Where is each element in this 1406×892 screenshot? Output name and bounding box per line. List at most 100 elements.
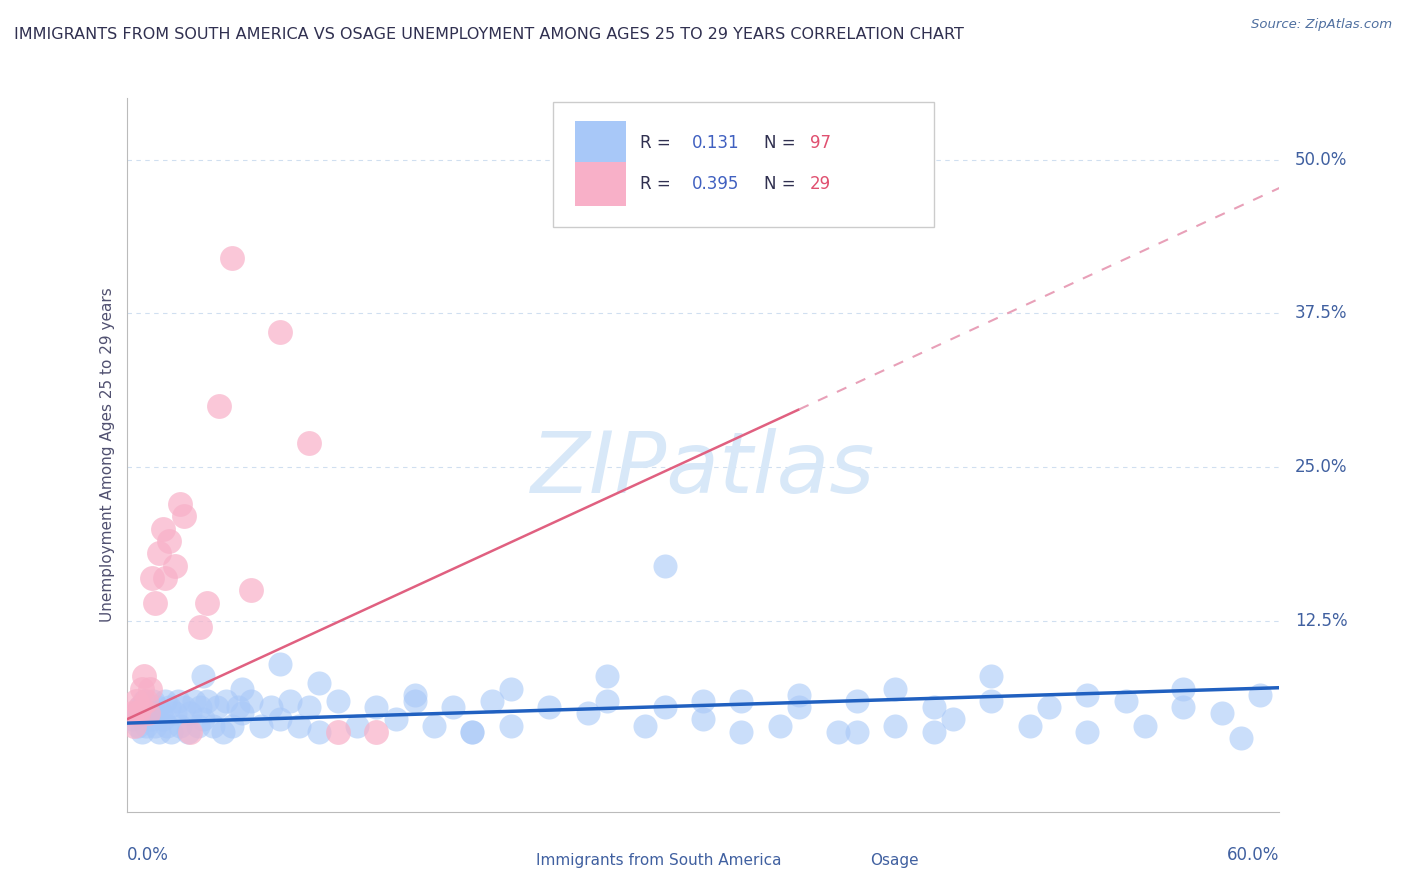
Point [384,713,406,727]
Text: 0.0%: 0.0% [127,847,169,864]
Point [159,724,181,739]
Point [269,325,291,339]
Point [142,694,165,708]
Text: 60.0%: 60.0% [1227,847,1279,864]
Point [250,718,273,732]
Point [127,706,149,721]
Point [596,694,619,708]
Point [692,713,714,727]
Point [423,718,446,732]
Point [211,724,233,739]
Point [884,718,907,732]
Point [167,694,190,708]
Point [269,657,291,671]
Point [692,694,714,708]
Point [596,669,619,683]
Point [188,700,211,714]
Point [326,724,349,739]
Point [193,713,215,727]
Point [195,596,218,610]
Point [145,596,166,610]
Point [221,251,243,265]
Point [145,718,166,732]
Text: N =: N = [763,175,801,193]
Text: 25.0%: 25.0% [1295,458,1347,476]
Point [827,724,849,739]
Point [153,571,176,585]
Point [152,522,174,536]
Text: IMMIGRANTS FROM SOUTH AMERICA VS OSAGE UNEMPLOYMENT AMONG AGES 25 TO 29 YEARS CO: IMMIGRANTS FROM SOUTH AMERICA VS OSAGE U… [14,27,965,42]
Point [769,718,792,732]
Text: 0.395: 0.395 [692,175,738,193]
Point [146,700,169,714]
Point [298,435,321,450]
Point [326,694,349,708]
Text: Osage: Osage [870,854,918,869]
FancyBboxPatch shape [492,849,531,873]
Point [135,718,157,732]
FancyBboxPatch shape [575,162,626,205]
Point [1115,694,1137,708]
Point [163,706,186,721]
Text: Source: ZipAtlas.com: Source: ZipAtlas.com [1251,18,1392,31]
Point [980,669,1002,683]
Point [1211,706,1233,721]
Point [730,694,752,708]
Point [1038,700,1060,714]
Point [129,700,152,714]
Point [188,620,211,634]
Point [173,700,195,714]
Point [201,718,224,732]
Text: N =: N = [763,134,801,152]
Point [156,718,179,732]
Point [366,700,388,714]
Point [1230,731,1253,745]
Point [138,706,160,721]
Point [499,718,522,732]
Point [404,694,426,708]
Point [288,718,311,732]
Point [942,713,965,727]
Point [208,399,231,413]
Point [169,718,191,732]
Text: R =: R = [640,175,676,193]
Text: 97: 97 [810,134,831,152]
Point [131,681,153,696]
Text: R =: R = [640,134,676,152]
Point [308,675,330,690]
Point [269,713,291,727]
Point [179,724,201,739]
Text: 50.0%: 50.0% [1295,151,1347,169]
Point [499,681,522,696]
Point [132,694,155,708]
Point [152,713,174,727]
Point [654,700,676,714]
Point [231,706,253,721]
Point [787,700,810,714]
Point [980,694,1002,708]
Point [481,694,503,708]
Point [150,706,173,721]
Point [1249,688,1271,702]
Point [205,700,228,714]
Point [169,497,191,511]
Point [1076,724,1098,739]
Point [1133,718,1156,732]
Point [221,718,243,732]
Text: 12.5%: 12.5% [1295,612,1347,630]
Point [138,681,160,696]
FancyBboxPatch shape [827,849,866,873]
Point [135,694,157,708]
Point [404,688,426,702]
Point [730,724,752,739]
Point [922,700,945,714]
Point [125,706,148,721]
Point [654,558,676,573]
Point [240,583,263,598]
Point [163,558,186,573]
Point [195,694,218,708]
Point [308,724,330,739]
Point [240,694,263,708]
Point [1173,700,1195,714]
Point [634,718,657,732]
